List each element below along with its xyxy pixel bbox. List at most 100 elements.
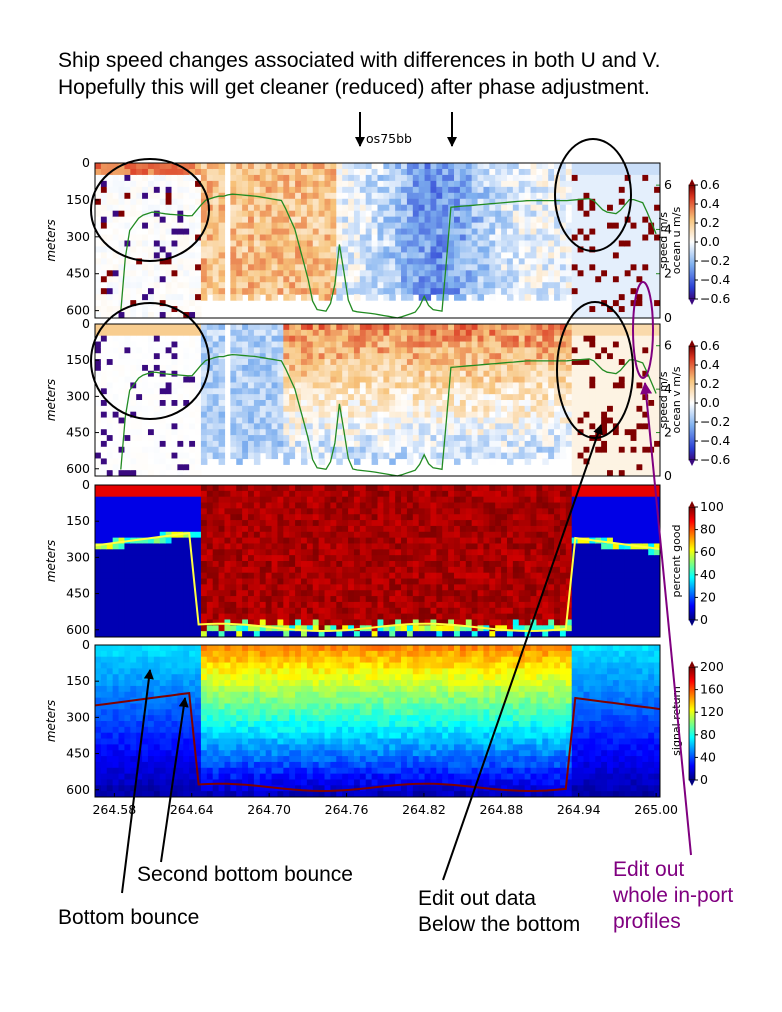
heatmap-cell [147, 359, 155, 366]
heatmap-cell [618, 446, 626, 454]
heatmap-cell [189, 394, 196, 401]
heatmap-cell [454, 452, 461, 460]
heatmap-cell [618, 370, 626, 378]
heatmap-cell [495, 222, 502, 230]
heatmap-cell [501, 411, 508, 419]
heatmap-cell [642, 440, 649, 448]
heatmap-cell [654, 353, 660, 360]
heatmap-cell [559, 370, 567, 378]
heatmap-cell [583, 411, 590, 419]
heatmap-cell [518, 405, 526, 413]
heatmap-cell [465, 258, 473, 265]
heatmap-cell [153, 264, 161, 271]
heatmap-cell [436, 417, 443, 424]
heatmap-cell [454, 234, 461, 242]
heatmap-cell [265, 234, 273, 242]
heatmap-cell [136, 619, 143, 626]
heatmap-cell [112, 210, 120, 218]
heatmap-cell [401, 282, 408, 289]
heatmap-cell [548, 446, 555, 454]
heatmap-cell [612, 174, 620, 182]
heatmap-cell [218, 335, 226, 343]
heatmap-cell [183, 288, 190, 295]
heatmap-cell [336, 246, 343, 254]
heatmap-cell [612, 300, 620, 307]
heatmap-cell [147, 490, 155, 498]
heatmap-cell [330, 394, 337, 401]
heatmap-cell [171, 192, 178, 200]
heatmap-cell [330, 440, 337, 448]
heatmap-cell [142, 329, 149, 337]
heatmap-cell [236, 411, 243, 419]
heatmap-cell [401, 429, 408, 436]
heatmap-cell [648, 252, 655, 259]
heatmap-cell [389, 204, 396, 212]
heatmap-cell [183, 353, 190, 360]
heatmap-cell [471, 440, 479, 448]
heatmap-cell [506, 452, 514, 460]
heatmap-cell [654, 312, 660, 318]
heatmap-cell [412, 180, 420, 188]
heatmap-cell [124, 186, 131, 194]
heatmap-cell [548, 423, 555, 430]
heatmap-cell [306, 388, 314, 395]
heatmap-cell [524, 258, 532, 265]
heatmap-cell [601, 174, 608, 182]
heatmap-cell [330, 222, 337, 230]
heatmap-cell [95, 353, 102, 360]
heatmap-cell [336, 252, 343, 259]
heatmap-cell [377, 234, 384, 242]
heatmap-cell [300, 258, 308, 265]
heatmap-cell [489, 417, 496, 424]
heatmap-cell [159, 174, 167, 182]
heatmap-cell [389, 405, 396, 413]
heatmap-cell [371, 435, 379, 442]
heatmap-cell [177, 423, 184, 430]
heatmap-cell [601, 252, 608, 259]
heatmap-cell [118, 400, 126, 407]
heatmap-cell [189, 198, 196, 206]
heatmap-cell [554, 417, 561, 424]
heatmap-cell [165, 490, 173, 498]
heatmap-cell [589, 210, 596, 218]
heatmap-cell [312, 163, 320, 170]
heatmap-cell [230, 163, 237, 170]
heatmap-cell [295, 210, 302, 218]
heatmap-cell [436, 222, 443, 230]
heatmap-cell [477, 394, 485, 401]
heatmap-cell [624, 258, 632, 265]
heatmap-cell [159, 216, 167, 224]
heatmap-cell [642, 335, 649, 343]
heatmap-cell [147, 210, 155, 218]
heatmap-cell [306, 347, 314, 354]
heatmap-cell [265, 429, 273, 436]
heatmap-cell [142, 514, 149, 521]
heatmap-cell [483, 335, 490, 343]
heatmap-cell [118, 578, 126, 585]
heatmap-cell [512, 394, 520, 401]
heatmap-cell [454, 180, 461, 188]
secondary-tick-label: 4 [664, 221, 672, 236]
heatmap-cell [124, 174, 131, 182]
heatmap-cell [147, 364, 155, 372]
heatmap-cell [395, 186, 402, 194]
heatmap-cell [389, 341, 396, 348]
heatmap-cell [130, 458, 137, 465]
heatmap-cell [259, 234, 267, 242]
heatmap-cell [583, 388, 590, 395]
heatmap-cell [624, 324, 632, 331]
heatmap-cell [524, 329, 532, 337]
heatmap-cell [142, 335, 149, 343]
heatmap-cell [595, 388, 602, 395]
heatmap-cell [377, 359, 384, 366]
heatmap-cell [118, 264, 126, 271]
heatmap-cell [277, 364, 284, 372]
heatmap-cell [448, 411, 455, 419]
heatmap-cell [289, 429, 296, 436]
heatmap-cell [465, 288, 473, 295]
heatmap-cell [654, 359, 660, 366]
heatmap-cell [589, 192, 596, 200]
heatmap-cell [353, 192, 361, 200]
heatmap-cell [506, 264, 514, 271]
heatmap-cell [495, 216, 502, 224]
